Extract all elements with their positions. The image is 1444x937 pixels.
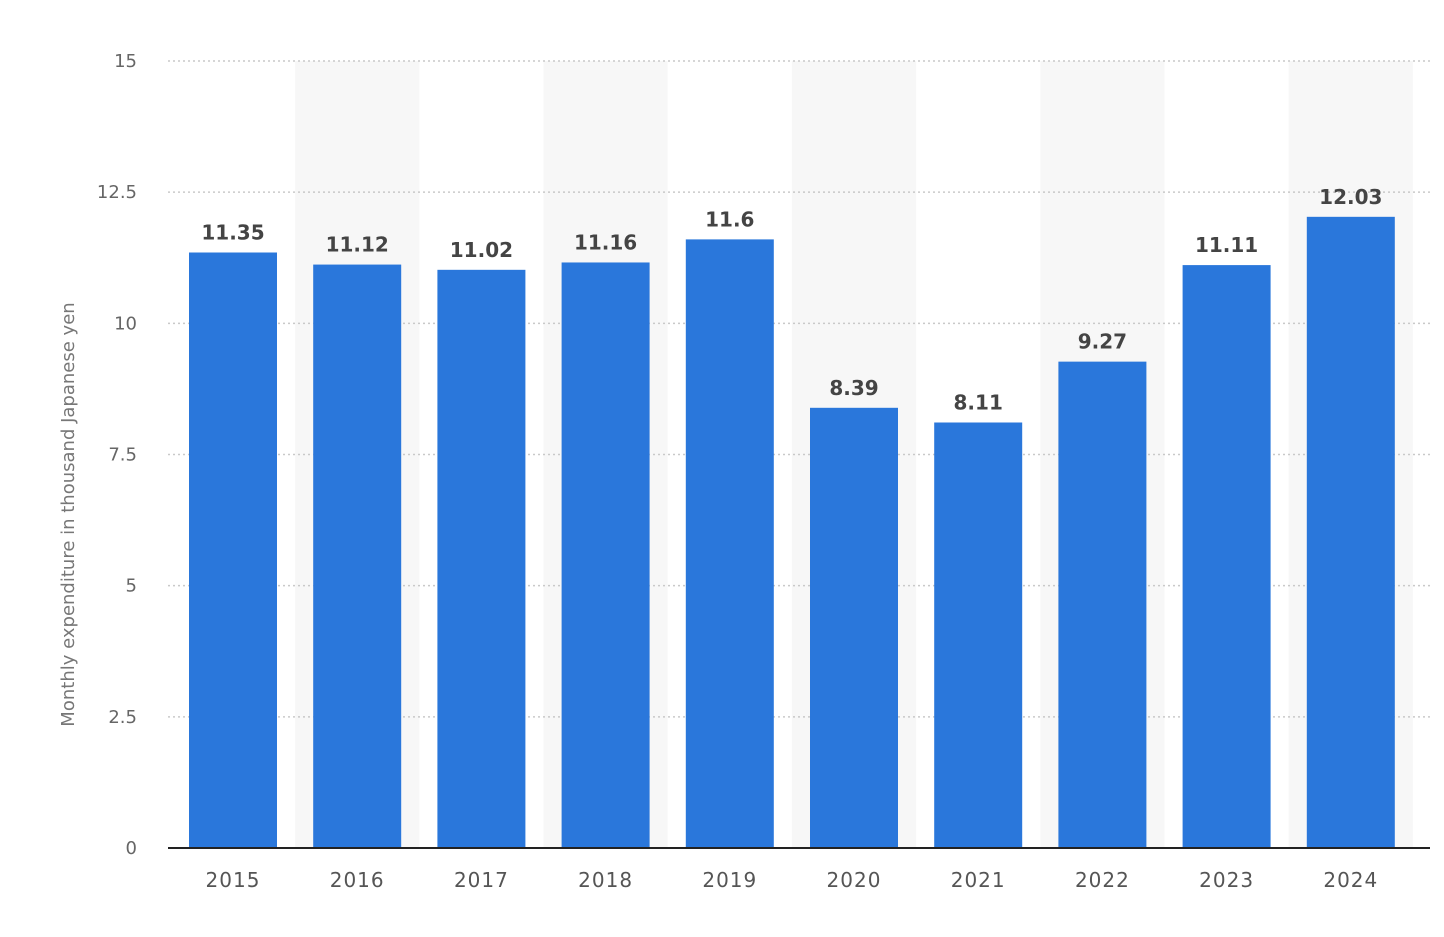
x-tick-label: 2020: [827, 868, 882, 892]
value-label: 12.03: [1319, 185, 1382, 209]
bar-2016[interactable]: [313, 264, 402, 848]
bars: [189, 216, 1395, 849]
value-label: 11.35: [201, 221, 264, 245]
x-axis-ticks: 2015 2016 2017 2018 2019 2020 2021 2022 2023 2024: [206, 868, 1378, 892]
value-labels: 11.35 11.12 11.02 11.16 11.6 8.39 8.11 9.27 11.1…: [201, 185, 1382, 415]
x-tick-label: 2019: [702, 868, 757, 892]
x-tick-label: 2021: [951, 868, 1006, 892]
bar-2023[interactable]: [1182, 265, 1271, 848]
x-tick-label: 2015: [206, 868, 261, 892]
x-tick-label: 2023: [1199, 868, 1254, 892]
bar-2019[interactable]: [685, 239, 774, 849]
bar-2022[interactable]: [1058, 361, 1147, 848]
value-label: 8.11: [954, 390, 1003, 414]
y-axis-title: Monthly expenditure in thousand Japanese…: [58, 302, 79, 726]
y-tick-label: 5: [126, 576, 137, 597]
y-tick-label: 10: [114, 313, 137, 334]
x-tick-label: 2018: [578, 868, 633, 892]
y-tick-label: 7.5: [108, 445, 137, 466]
bar-2015[interactable]: [189, 252, 277, 849]
y-axis-ticks: 0 2.5 5 7.5 10 12.5 15: [97, 51, 137, 859]
bar-2017[interactable]: [437, 269, 526, 848]
value-label: 11.12: [326, 233, 389, 257]
y-tick-label: 15: [114, 51, 137, 72]
value-label: 8.39: [829, 376, 878, 400]
bar-2024[interactable]: [1306, 216, 1395, 849]
bar-2020[interactable]: [810, 407, 898, 848]
value-label: 11.16: [574, 230, 637, 254]
value-label: 11.11: [1195, 233, 1258, 257]
x-tick-label: 2017: [454, 868, 509, 892]
y-tick-label: 12.5: [97, 182, 137, 203]
y-tick-label: 0: [126, 838, 137, 859]
value-label: 11.02: [450, 238, 513, 262]
value-label: 11.6: [705, 207, 754, 231]
bar-2021[interactable]: [934, 422, 1023, 848]
x-tick-label: 2016: [330, 868, 385, 892]
x-tick-label: 2022: [1075, 868, 1130, 892]
x-tick-label: 2024: [1323, 868, 1378, 892]
bar-2018[interactable]: [561, 262, 650, 848]
y-tick-label: 2.5: [108, 707, 137, 728]
value-label: 9.27: [1078, 330, 1127, 354]
